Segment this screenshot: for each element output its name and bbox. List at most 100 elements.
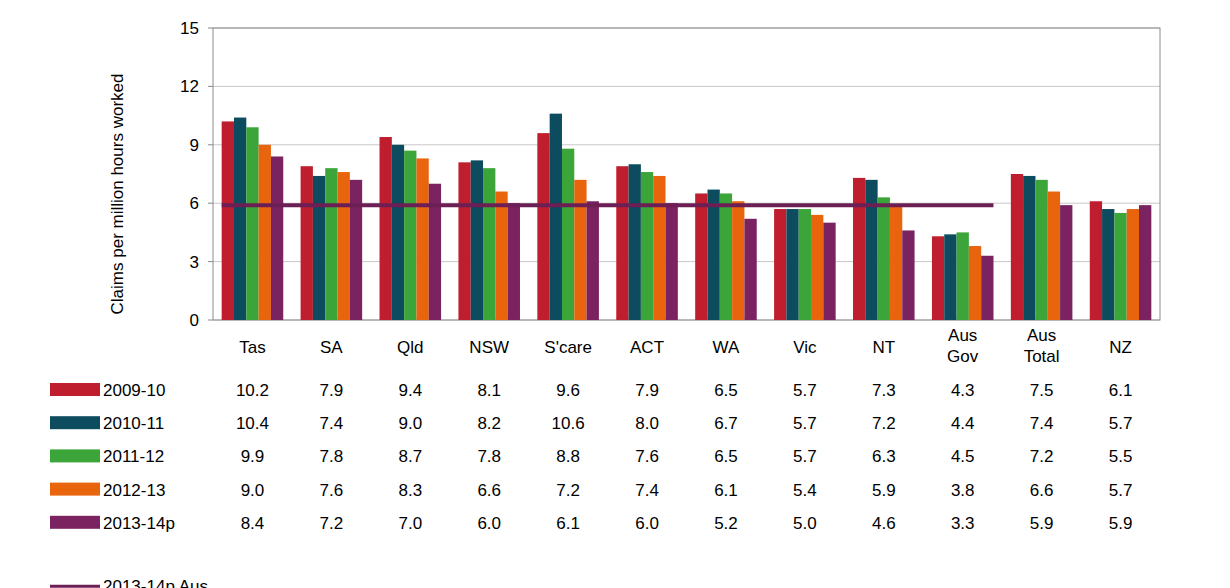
table-value: 9.0 [398,414,422,433]
table-value: 6.6 [1030,481,1054,500]
table-value: 4.6 [872,514,896,533]
bar [629,164,641,320]
table-value: 7.2 [556,481,580,500]
table-value: 5.9 [1109,514,1133,533]
x-tick-label-line: NT [872,338,895,357]
table-value: 6.1 [714,481,738,500]
bar [695,193,707,320]
table-value: 8.7 [398,447,422,466]
table-value: 7.4 [635,481,659,500]
legend-swatch [50,383,100,396]
y-tick [208,203,213,204]
bar [271,156,283,320]
bar [404,151,416,320]
x-tick-label-line: Tas [239,338,265,357]
bar [246,127,258,320]
bar [222,121,234,320]
bar [853,178,865,320]
table-value: 6.5 [714,447,738,466]
table-value: 7.4 [1030,414,1054,433]
x-tick-label: ACT [630,338,664,357]
bar [416,158,428,320]
bar [957,232,969,320]
table-value: 5.9 [1030,514,1054,533]
legend-label: 2010-11 [103,414,164,433]
bar [471,160,483,320]
x-tick-label: NSW [469,338,509,357]
table-value: 7.9 [320,381,344,400]
table-value: 7.0 [398,514,422,533]
plot-frame [213,28,1160,320]
table-value: 6.0 [477,514,501,533]
y-tick [208,320,213,321]
table-value: 7.9 [635,381,659,400]
x-tick-label-line: S'care [544,338,592,357]
table-value: 7.5 [1030,381,1054,400]
bar [969,246,981,320]
legend-swatch [50,416,100,429]
table-value: 3.3 [951,514,975,533]
x-tick-label-line: SA [320,338,343,357]
bar [1023,176,1035,320]
bar [732,201,744,320]
bar [495,192,507,320]
bar [774,209,786,320]
table-value: 4.3 [951,381,975,400]
bar [313,176,325,320]
bar [1127,209,1139,320]
bar [234,118,246,320]
chart: 03691215Claims per million hours workedT… [0,0,1230,588]
bar [574,180,586,320]
bar [902,230,914,320]
x-tick-label: AusTotal [1024,326,1060,366]
y-tick-label: 3 [190,253,199,272]
bar [799,209,811,320]
bar [641,172,653,320]
bar [865,180,877,320]
x-tick-label-line: NZ [1109,338,1132,357]
x-tick-label: S'care [544,338,592,357]
bar [587,201,599,320]
x-tick-label: AusGov [947,326,979,366]
table-value: 6.0 [635,514,659,533]
bar [720,193,732,320]
x-tick-label: WA [713,338,740,357]
legend-label: 2009-10 [103,381,165,400]
legend-swatch [50,449,100,462]
table-value: 9.4 [398,381,422,400]
table-value: 10.4 [236,414,269,433]
x-tick-label-line: Aus [948,326,977,345]
bar [392,145,404,320]
table-value: 4.5 [951,447,975,466]
table-value: 6.1 [1109,381,1133,400]
table-value: 5.2 [714,514,738,533]
table-value: 3.8 [951,481,975,500]
table-value: 8.0 [635,414,659,433]
table-value: 6.3 [872,447,896,466]
grid-line [213,144,1160,145]
y-tick [208,261,213,262]
bar [707,190,719,320]
table-value: 8.2 [477,414,501,433]
bar [259,145,271,320]
table-value: 5.7 [793,381,817,400]
bar [338,172,350,320]
table-value: 7.6 [635,447,659,466]
bar [786,209,798,320]
table-value: 8.1 [477,381,501,400]
table-value: 7.3 [872,381,896,400]
table-value: 5.7 [793,447,817,466]
bar [811,215,823,320]
table-value: 8.3 [398,481,422,500]
table-value: 7.8 [477,447,501,466]
x-tick-label-line: Aus [1027,326,1056,345]
legend-label: 2013-14p Aus [103,577,208,588]
table-value: 5.0 [793,514,817,533]
y-tick-label: 12 [180,77,199,96]
bar [1139,205,1151,320]
bar [325,168,337,320]
table-value: 9.6 [556,381,580,400]
bar [1102,209,1114,320]
table-value: 7.2 [320,514,344,533]
table-value: 5.7 [1109,481,1133,500]
